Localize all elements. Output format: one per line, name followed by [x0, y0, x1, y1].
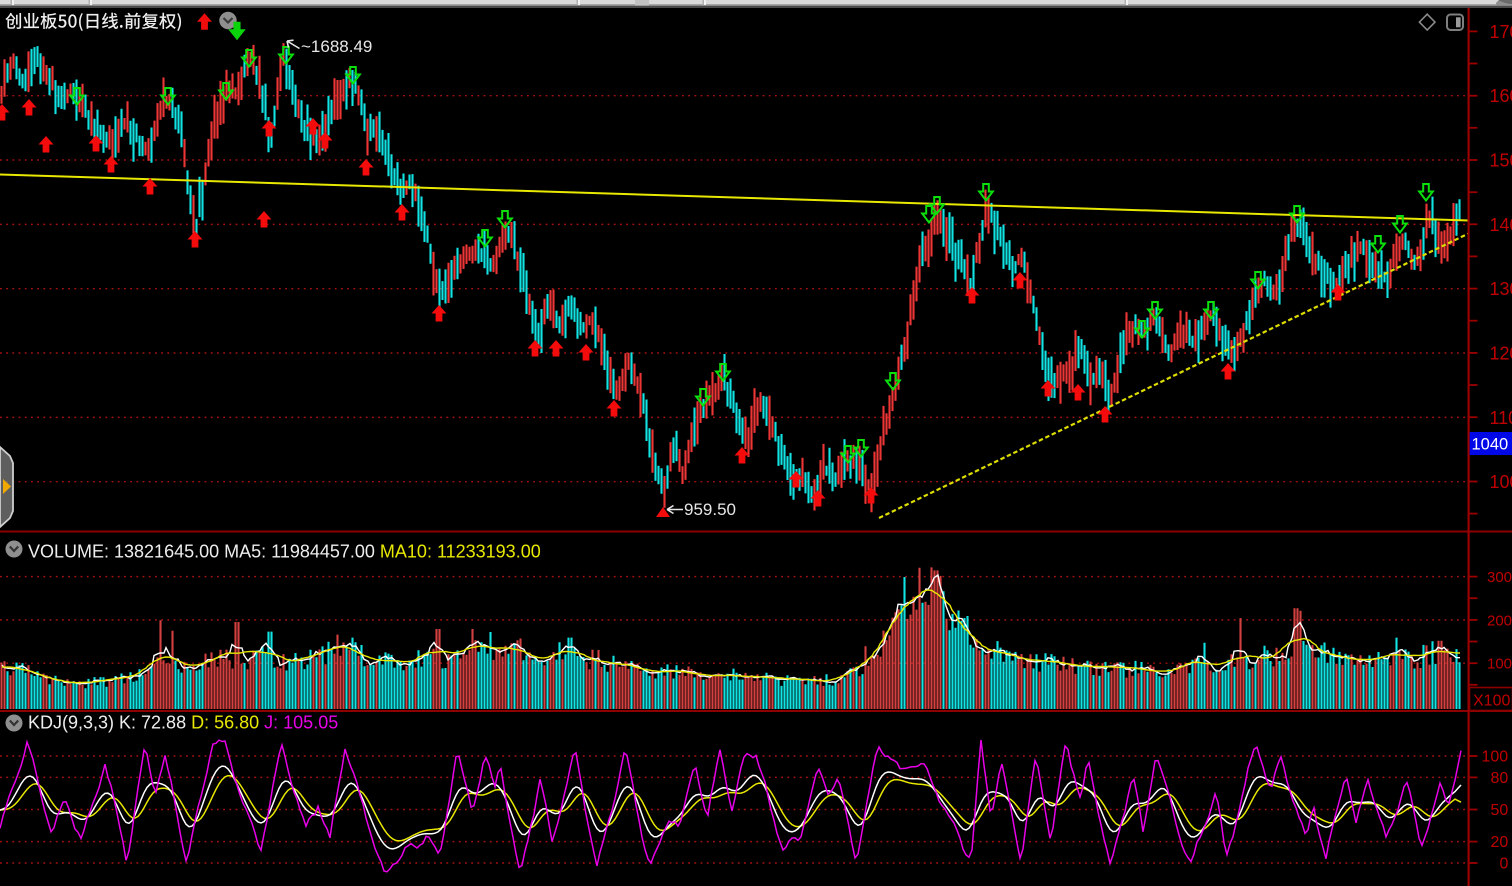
- svg-text:50: 50: [1491, 802, 1509, 819]
- svg-text:20: 20: [1491, 834, 1509, 851]
- svg-text:200: 200: [1487, 612, 1512, 629]
- svg-text:1700: 1700: [1490, 22, 1512, 42]
- svg-text:0: 0: [1500, 856, 1509, 873]
- svg-text:1600: 1600: [1490, 86, 1512, 106]
- svg-text:100: 100: [1487, 656, 1512, 673]
- svg-text:X100: X100: [1473, 693, 1510, 710]
- svg-text:~1688.49: ~1688.49: [301, 37, 372, 56]
- svg-text:1100: 1100: [1490, 408, 1512, 428]
- svg-text:959.50: 959.50: [684, 500, 736, 519]
- svg-text:100: 100: [1482, 749, 1509, 766]
- svg-text:80: 80: [1491, 770, 1509, 787]
- svg-text:1040: 1040: [1472, 436, 1509, 454]
- svg-text:KDJ(9,3,3) K: 72.88 D: 56.80: KDJ(9,3,3) K: 72.88 D: 56.80 J: 105.05: [28, 713, 338, 733]
- svg-text:1000: 1000: [1490, 472, 1512, 492]
- svg-text:1200: 1200: [1490, 344, 1512, 364]
- svg-text:VOLUME: 13821645.00 MA5: 1198: VOLUME: 13821645.00 MA5: 11984457.00 MA1…: [28, 542, 541, 562]
- svg-text:1500: 1500: [1490, 151, 1512, 171]
- svg-text:1300: 1300: [1490, 279, 1512, 299]
- svg-text:1400: 1400: [1490, 215, 1512, 235]
- svg-text:300: 300: [1487, 569, 1512, 586]
